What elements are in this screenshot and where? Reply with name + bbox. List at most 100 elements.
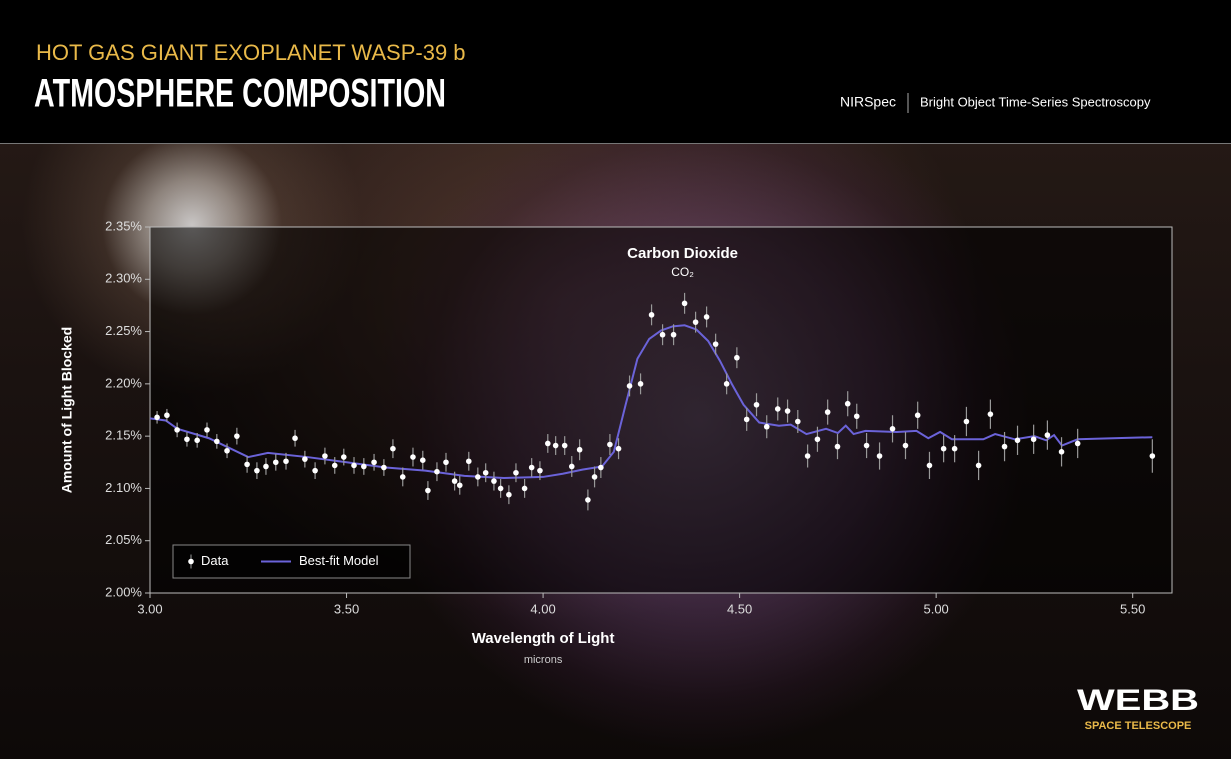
data-point	[734, 355, 740, 361]
data-point	[400, 474, 406, 480]
data-point	[713, 341, 719, 347]
data-point	[744, 417, 750, 423]
data-point	[864, 443, 870, 449]
data-point	[545, 441, 551, 447]
data-point	[805, 453, 811, 459]
logo-name: WEBB	[1077, 684, 1199, 717]
x-tick-label: 3.50	[334, 601, 359, 616]
data-point	[988, 411, 994, 417]
data-point	[491, 478, 497, 484]
data-point	[322, 453, 328, 459]
data-point	[854, 413, 860, 419]
data-point	[693, 319, 699, 325]
kicker: HOT GAS GIANT EXOPLANET WASP-39 b	[36, 40, 466, 65]
x-axis-label: Wavelength of Light	[472, 630, 615, 647]
data-point	[234, 433, 240, 439]
data-point	[553, 443, 559, 449]
data-point	[273, 459, 279, 465]
data-point	[361, 464, 367, 470]
data-point	[224, 448, 230, 454]
data-point	[845, 401, 851, 407]
x-tick-label: 5.00	[923, 601, 948, 616]
data-point	[577, 447, 583, 453]
data-point	[390, 446, 396, 452]
data-point	[825, 409, 831, 415]
data-point	[976, 463, 982, 469]
data-point	[627, 383, 633, 389]
data-point	[835, 444, 841, 450]
legend-label: Best-fit Model	[299, 553, 379, 568]
data-point	[452, 478, 458, 484]
page-title: ATMOSPHERE COMPOSITION	[34, 72, 446, 116]
x-tick-label: 4.00	[530, 601, 555, 616]
y-tick-label: 2.05%	[105, 532, 142, 547]
instrument: NIRSpec	[840, 94, 896, 110]
data-point	[660, 332, 666, 338]
data-point	[585, 497, 591, 503]
data-point	[332, 463, 338, 469]
data-point	[204, 427, 210, 433]
data-point	[537, 468, 543, 474]
data-point	[607, 442, 613, 448]
data-point	[1059, 449, 1065, 455]
data-point	[214, 439, 220, 445]
y-tick-label: 2.15%	[105, 428, 142, 443]
data-point	[302, 456, 308, 462]
data-point	[964, 419, 970, 425]
y-tick-label: 2.35%	[105, 218, 142, 233]
data-point	[1150, 453, 1156, 459]
data-point	[754, 402, 760, 408]
data-point	[466, 458, 472, 464]
data-point	[498, 486, 504, 492]
data-point	[420, 457, 426, 463]
data-point	[915, 412, 921, 418]
data-point	[764, 424, 770, 430]
data-point	[649, 312, 655, 318]
data-point	[927, 463, 933, 469]
chart: HOT GAS GIANT EXOPLANET WASP-39 b ATMOSP…	[0, 0, 1231, 759]
data-point	[704, 314, 710, 320]
data-point	[174, 427, 180, 433]
data-point	[598, 465, 604, 471]
data-point	[562, 443, 568, 449]
y-tick-label: 2.25%	[105, 323, 142, 338]
data-point	[890, 426, 896, 432]
data-point	[785, 408, 791, 414]
data-point	[513, 470, 519, 476]
data-point	[815, 436, 821, 442]
data-point	[475, 474, 481, 480]
data-point	[638, 381, 644, 387]
x-tick-label: 3.00	[137, 601, 162, 616]
data-point	[443, 459, 449, 465]
data-point	[1031, 436, 1037, 442]
data-point	[283, 458, 289, 464]
legend-label: Data	[201, 553, 229, 568]
x-axis-unit: microns	[524, 654, 563, 666]
legend-swatch	[188, 559, 194, 565]
data-point	[254, 468, 260, 474]
data-point	[292, 435, 298, 441]
data-point	[483, 470, 489, 476]
data-point	[194, 438, 200, 444]
data-point	[671, 332, 677, 338]
data-point	[877, 453, 883, 459]
data-point	[312, 468, 318, 474]
data-point	[1002, 444, 1008, 450]
x-tick-label: 4.50	[727, 601, 752, 616]
data-point	[425, 488, 431, 494]
data-point	[164, 412, 170, 418]
data-point	[522, 486, 528, 492]
data-point	[1015, 438, 1021, 444]
data-point	[341, 454, 347, 460]
data-point	[569, 464, 575, 470]
y-tick-label: 2.00%	[105, 584, 142, 599]
data-point	[263, 464, 269, 470]
data-point	[775, 406, 781, 412]
data-point	[529, 465, 535, 471]
data-point	[434, 469, 440, 475]
annotation-title: Carbon Dioxide	[627, 245, 738, 262]
data-point	[795, 419, 801, 425]
data-point	[410, 454, 416, 460]
y-tick-label: 2.10%	[105, 480, 142, 495]
data-point	[184, 436, 190, 442]
